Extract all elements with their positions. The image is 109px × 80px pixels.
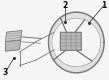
Polygon shape: [49, 12, 104, 73]
Text: 3: 3: [3, 68, 8, 76]
Polygon shape: [5, 40, 21, 51]
Polygon shape: [5, 30, 22, 42]
Text: 1: 1: [101, 1, 106, 10]
Polygon shape: [60, 32, 81, 50]
Polygon shape: [52, 18, 101, 67]
Text: 2: 2: [63, 1, 68, 10]
